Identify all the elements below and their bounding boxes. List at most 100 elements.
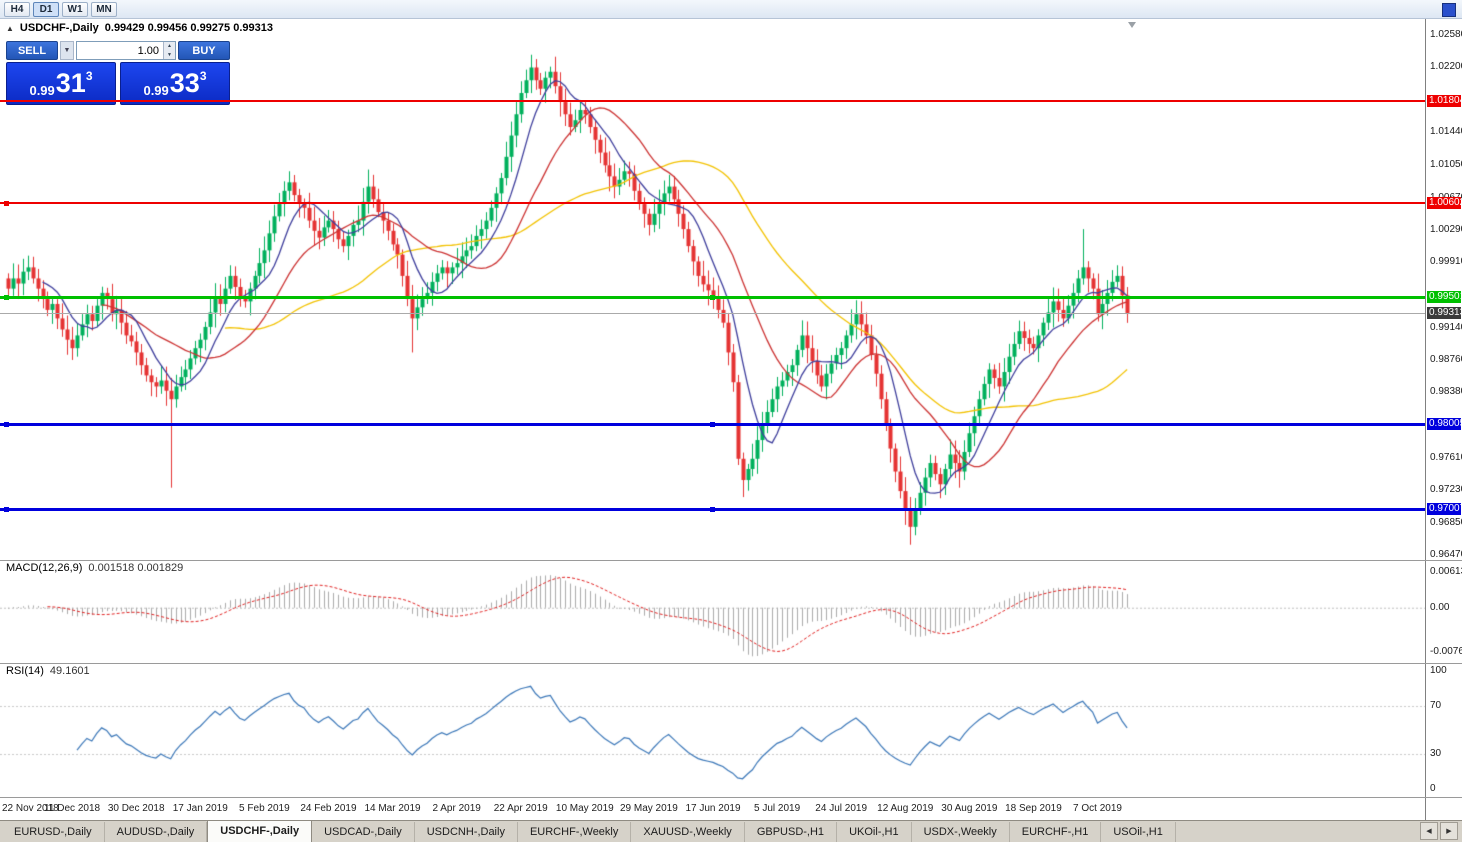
macd-axis-label: 0.00613 (1430, 566, 1462, 578)
horizontal-line-1.01804[interactable] (0, 100, 1425, 103)
date-label: 30 Aug 2019 (941, 803, 998, 814)
line-handle[interactable] (4, 506, 9, 512)
rsi-value: 49.1601 (49, 665, 90, 677)
main-chart-pane: ▲ USDCHF-,Daily 0.99429 0.99456 0.99275 … (0, 19, 1425, 560)
price-axis-label: 1.01050 (1430, 159, 1462, 171)
tab-eurchf-h1[interactable]: EURCHF-,H1 (1010, 822, 1102, 842)
collapse-panel-icon[interactable]: ▲ (6, 23, 14, 33)
tab-scroll-arrows: ◀ ▶ (1420, 822, 1462, 842)
tab-scroll-left-icon[interactable]: ◀ (1420, 822, 1438, 840)
timeframe-w1-button[interactable]: W1 (62, 1, 88, 17)
tab-eurchf-weekly[interactable]: EURCHF-,Weekly (518, 822, 632, 842)
timeframe-mn-button[interactable]: MN (91, 1, 117, 17)
chart-header: ▲ USDCHF-,Daily 0.99429 0.99456 0.99275 … (6, 22, 273, 34)
horizontal-line-1.00602[interactable] (0, 202, 1425, 205)
date-label: 7 Oct 2019 (1073, 803, 1122, 814)
main-chart-canvas[interactable] (0, 19, 1425, 560)
timeframe-d1-button[interactable]: D1 (33, 1, 59, 17)
volume-up-button[interactable]: ▲ (163, 42, 175, 51)
rsi-title: RSI(14) (6, 665, 44, 677)
line-handle[interactable] (710, 421, 715, 427)
price-line-label: 1.00602 (1427, 197, 1462, 210)
tab-xauusd-weekly[interactable]: XAUUSD-,Weekly (631, 822, 745, 842)
tab-ukoil-h1[interactable]: UKOil-,H1 (837, 822, 912, 842)
chart-symbol-label: USDCHF-,Daily (19, 22, 99, 34)
tab-usoil-h1[interactable]: USOil-,H1 (1101, 822, 1176, 842)
date-label: 14 Mar 2019 (364, 803, 421, 814)
tab-usdx-weekly[interactable]: USDX-,Weekly (912, 822, 1010, 842)
buy-price-sup: 3 (199, 69, 207, 83)
date-label: 22 Nov 2018 (2, 803, 59, 814)
timeframe-h4-button[interactable]: H4 (4, 1, 30, 17)
price-axis-label: 1.00670 (1430, 192, 1462, 203)
rsi-pane-splitter[interactable] (0, 663, 1462, 664)
macd-title: MACD(12,26,9) (6, 562, 83, 574)
price-axis-label: 0.96470 (1430, 548, 1462, 560)
price-line-label: 0.97007 (1427, 503, 1462, 516)
price-line-label: 0.99501 (1427, 291, 1462, 304)
sell-price-button[interactable]: 0.99 31 3 (6, 62, 116, 105)
window-restore-icon[interactable] (1442, 3, 1456, 17)
rsi-header: RSI(14) 49.1601 (6, 665, 90, 677)
date-label: 5 Jul 2019 (754, 803, 801, 814)
tab-usdcnh-daily[interactable]: USDCNH-,Daily (415, 822, 518, 842)
volume-dropdown[interactable]: ▼ (60, 41, 74, 60)
sell-button[interactable]: SELL (6, 41, 58, 60)
date-label: 5 Feb 2019 (239, 803, 290, 814)
rsi-indicator-pane: RSI(14) 49.1601 (0, 663, 1425, 797)
price-axis-label: 1.02200 (1430, 61, 1462, 73)
date-label: 17 Jan 2019 (172, 803, 228, 814)
price-axis-label: 1.02580 (1430, 29, 1462, 41)
macd-canvas[interactable] (0, 560, 1425, 663)
buy-price-button[interactable]: 0.99 33 3 (120, 62, 230, 105)
volume-spinner: ▲ ▼ (163, 42, 175, 59)
date-label: 29 May 2019 (619, 803, 678, 814)
price-axis[interactable]: 1.02580 1.02200 1.01440 1.01050 1.00670 1.002… (1425, 19, 1462, 820)
tab-usdcad-daily[interactable]: USDCAD-,Daily (312, 822, 415, 842)
line-handle[interactable] (4, 200, 9, 206)
chart-shift-marker-icon[interactable] (1128, 22, 1136, 28)
date-axis[interactable]: 22 Nov 2018 11 Dec 2018 30 Dec 2018 17 Jan … (0, 797, 1425, 820)
buy-price-prefix: 0.99 (143, 83, 169, 98)
chart-ohlc-values: 0.99429 0.99456 0.99275 0.99313 (104, 22, 273, 34)
sell-price-prefix: 0.99 (29, 83, 55, 98)
macd-values: 0.001518 0.001829 (88, 562, 184, 574)
chart-tab-bar: EURUSD-,Daily AUDUSD-,Daily USDCHF-,Daily U… (0, 820, 1462, 842)
line-handle[interactable] (710, 294, 715, 300)
price-axis-label: 1.01440 (1430, 126, 1462, 138)
date-label: 2 Apr 2019 (432, 803, 481, 814)
buy-price-big: 33 (169, 68, 200, 98)
line-handle[interactable] (4, 294, 9, 300)
one-click-trading-panel: SELL ▼ ▲ ▼ BUY 0.99313 0.99 3 (6, 41, 230, 105)
date-label: 30 Dec 2018 (107, 803, 165, 814)
buy-button[interactable]: BUY (178, 41, 230, 60)
macd-header: MACD(12,26,9) 0.001518 0.001829 (6, 562, 183, 574)
tab-audusd-daily[interactable]: AUDUSD-,Daily (105, 822, 208, 842)
line-handle[interactable] (4, 421, 9, 427)
tab-eurusd-daily[interactable]: EURUSD-,Daily (2, 822, 105, 842)
tab-gbpusd-h1[interactable]: GBPUSD-,H1 (745, 822, 838, 842)
timeframe-toolbar: H4 D1 W1 MN (0, 0, 1462, 19)
rsi-canvas[interactable] (0, 663, 1425, 797)
line-handle[interactable] (710, 506, 715, 512)
date-label: 11 Dec 2018 (44, 803, 101, 814)
date-axis-separator (0, 797, 1462, 798)
volume-field: ▲ ▼ (76, 41, 176, 60)
date-label: 18 Sep 2019 (1005, 803, 1062, 814)
sell-price-big: 31 (55, 68, 86, 98)
macd-indicator-pane: MACD(12,26,9) 0.001518 0.001829 (0, 560, 1425, 663)
tab-scroll-right-icon[interactable]: ▶ (1440, 822, 1458, 840)
volume-input[interactable] (77, 42, 175, 59)
volume-down-button[interactable]: ▼ (163, 50, 175, 59)
date-label: 24 Jul 2019 (815, 803, 868, 814)
chevron-down-icon: ▼ (63, 47, 71, 54)
macd-pane-splitter[interactable] (0, 560, 1462, 561)
tab-usdchf-daily[interactable]: USDCHF-,Daily (207, 820, 313, 842)
